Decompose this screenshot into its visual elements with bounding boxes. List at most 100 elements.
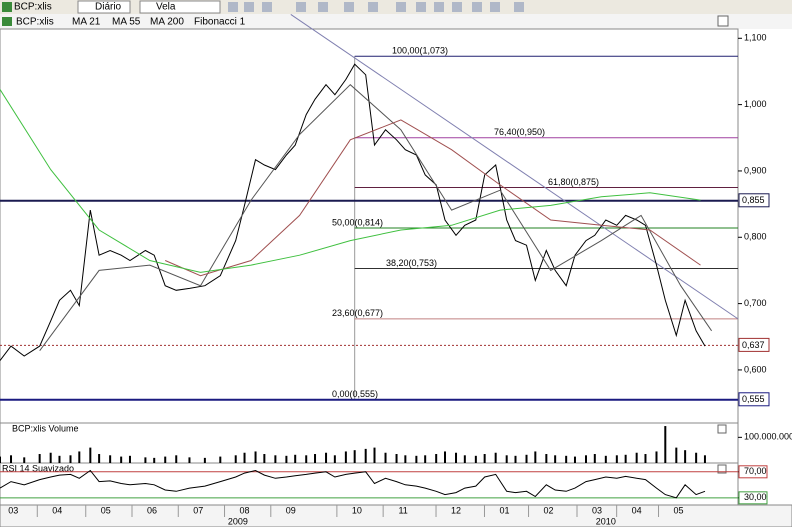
y-tick-label: 100.000.000 [744, 432, 792, 442]
volume-bar [435, 454, 438, 463]
period-value: Diário [95, 2, 122, 13]
volume-bar [120, 456, 123, 463]
volume-bar [344, 451, 347, 463]
volume-bar [615, 455, 618, 463]
rsi-panel [0, 462, 739, 506]
x-tick-label: 08 [240, 505, 250, 515]
volume-bar [188, 457, 191, 463]
volume-bar [234, 455, 237, 463]
volume-bar [655, 451, 658, 463]
y-tick-label: 30,00 [744, 492, 767, 502]
volume-panel [0, 422, 739, 464]
volume-bar [164, 456, 167, 463]
volume-bar [684, 450, 687, 463]
volume-bar [604, 455, 607, 463]
volume-bar [545, 454, 548, 463]
series-line [165, 119, 701, 277]
rsi-title: RSI 14 Suavizado [2, 463, 74, 473]
price-box-label: 0,637 [742, 340, 765, 350]
volume-bar [514, 455, 517, 463]
fib-label: 0,00(0,555) [332, 389, 378, 399]
x-tick-label: 07 [193, 505, 203, 515]
volume-bar [69, 455, 72, 463]
volume-bar [703, 455, 706, 463]
volume-title: BCP:xlis Volume [12, 423, 79, 433]
volume-bar [565, 455, 568, 463]
volume-bar [23, 457, 26, 463]
legend-icon [2, 17, 12, 26]
volume-bar [263, 454, 266, 463]
x-tick-label: 10 [352, 505, 362, 515]
level-box [738, 465, 768, 479]
volume-bar [395, 454, 398, 463]
fib-label: 76,40(0,950) [494, 127, 545, 137]
volume-bar [274, 455, 277, 463]
x-tick-label: 03 [8, 505, 18, 515]
volume-bar [305, 455, 308, 463]
style-dropdown[interactable] [139, 0, 221, 14]
fib-label: 50,00(0,814) [332, 217, 383, 227]
volume-bar [593, 454, 596, 463]
series-line [0, 469, 706, 499]
volume-bar [624, 454, 627, 463]
panel-close[interactable] [717, 464, 727, 474]
restore-button[interactable] [717, 15, 729, 27]
price-box [738, 392, 770, 407]
legend-entry: MA 55 [112, 17, 141, 28]
x-tick-label: 11 [398, 505, 407, 515]
toolbar-icons[interactable] [228, 2, 524, 12]
volume-bar [474, 455, 477, 463]
panel-close[interactable] [717, 424, 727, 434]
series-line [0, 63, 706, 361]
volume-bar [483, 454, 486, 463]
legend-entry: Fibonacci 1 [194, 17, 246, 28]
trendline [290, 13, 739, 320]
year-label: 2010 [596, 516, 616, 526]
volume-bar [554, 455, 557, 463]
x-tick-label: 09 [286, 505, 296, 515]
volume-bar [353, 450, 356, 463]
volume-bar [635, 452, 638, 463]
volume-bar [573, 456, 576, 463]
volume-bar [505, 455, 508, 463]
x-tick-label: 12 [451, 505, 461, 515]
symbol-icon[interactable] [2, 2, 12, 12]
fib-label: 38,20(0,753) [386, 258, 437, 268]
price-box [738, 337, 770, 352]
volume-bar [455, 452, 458, 463]
volume-bar [128, 455, 131, 463]
period-dropdown[interactable] [77, 0, 131, 14]
volume-bar [109, 455, 112, 463]
fib-label: 23,60(0,677) [332, 308, 383, 318]
volume-bar [285, 455, 288, 463]
volume-bar [175, 455, 178, 463]
legend-bar [0, 14, 792, 29]
time-axis [0, 504, 792, 527]
x-tick-label: 02 [544, 505, 554, 515]
series-line [0, 89, 701, 273]
x-tick-label: 04 [52, 505, 62, 515]
legend-entry: BCP:xlis [16, 17, 54, 28]
y-tick-label: 0,900 [744, 165, 767, 175]
volume-bar [203, 457, 206, 463]
volume-bar [98, 454, 101, 463]
volume-bar [584, 455, 587, 463]
volume-bar [373, 447, 376, 463]
x-tick-label: 04 [632, 505, 642, 515]
x-tick-label: 05 [674, 505, 684, 515]
volume-bar [384, 452, 387, 463]
volume-bar [644, 454, 647, 463]
volume-bar [243, 452, 246, 463]
price-panel [0, 28, 739, 424]
x-tick-label: 05 [101, 505, 111, 515]
volume-bar [333, 455, 336, 463]
volume-bar [10, 455, 13, 463]
legend-entry: MA 200 [150, 17, 184, 28]
volume-bar [325, 452, 328, 463]
volume-bar [675, 447, 678, 463]
volume-bar [525, 454, 528, 463]
symbol-field[interactable]: BCP:xlis [14, 2, 52, 13]
volume-bar [0, 456, 1, 463]
volume-bar [534, 451, 537, 463]
series-line [39, 84, 713, 351]
